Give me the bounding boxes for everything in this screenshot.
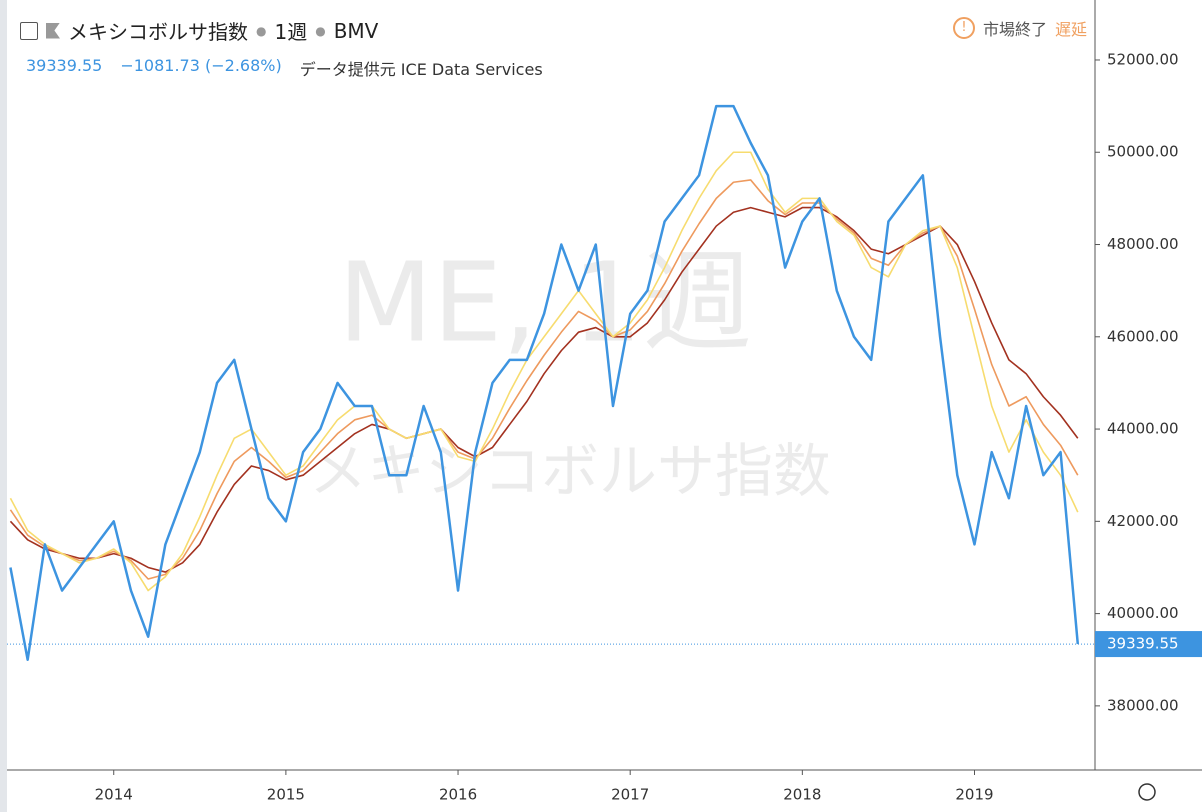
delay: 遅延	[1054, 20, 1087, 39]
series-line	[9, 151, 1079, 592]
series-line	[9, 104, 1080, 661]
x-tick-label: 2019	[955, 786, 993, 804]
series-line	[9, 179, 1079, 580]
alert-icon[interactable]: !	[952, 17, 975, 39]
y-tick-label: 44000.00	[1107, 420, 1179, 438]
x-tick-label: 2014	[95, 786, 133, 804]
y-tick-label: 40000.00	[1107, 604, 1179, 622]
y-tick-label: 42000.00	[1107, 512, 1179, 530]
last-price-box	[1095, 631, 1202, 658]
series-line	[9, 206, 1079, 573]
y-tick-label: 46000.00	[1107, 327, 1179, 345]
left-border	[0, 0, 7, 812]
legend-row: 39339.55 −1081.73 (−2.68%) データ提供元 ICE Da…	[26, 56, 543, 80]
separator: ●	[315, 23, 326, 38]
interval[interactable]: 1週	[274, 20, 308, 44]
change: −1081.73 (−2.68%)	[120, 56, 282, 75]
x-tick-label: 2017	[611, 786, 649, 804]
y-tick-label: 38000.00	[1107, 696, 1179, 714]
settings-icon[interactable]	[1138, 783, 1156, 801]
exchange[interactable]: BMV	[333, 18, 379, 43]
x-tick-label: 2018	[783, 786, 821, 804]
watermark: ME, 1週	[338, 238, 752, 366]
title: メキシコボルサ指数	[68, 20, 248, 44]
expand-icon[interactable]	[20, 21, 38, 40]
x-tick-label: 2016	[439, 786, 477, 804]
status: ! 市場終了 遅延	[952, 16, 1087, 40]
market-status: 市場終了	[982, 20, 1047, 39]
y-tick-label: 50000.00	[1107, 143, 1179, 161]
last-price-label: 39339.55	[1107, 635, 1179, 653]
watermark-sub: メキシコボルサ指数	[309, 437, 831, 505]
x-tick-label: 2015	[267, 786, 305, 804]
header: メキシコボルサ指数 ● 1週 ● BMV	[20, 16, 378, 45]
last-price: 39339.55	[26, 56, 103, 75]
flag-icon[interactable]	[46, 22, 60, 39]
source: データ提供元 ICE Data Services	[299, 60, 543, 79]
y-tick-label: 52000.00	[1107, 50, 1179, 68]
y-tick-label: 48000.00	[1107, 235, 1179, 253]
separator: ●	[256, 23, 267, 38]
